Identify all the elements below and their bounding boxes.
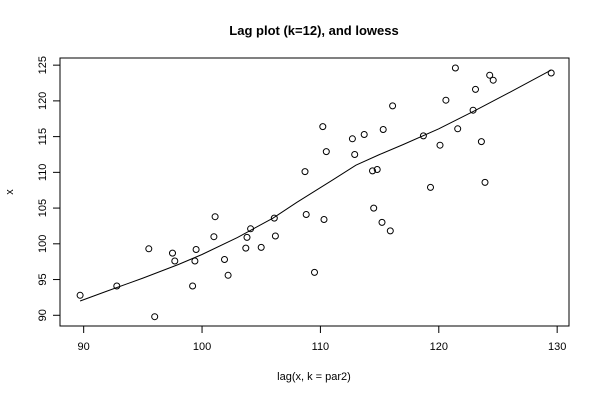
data-point [427,183,434,191]
data-point [210,233,218,241]
data-point [489,76,497,84]
data-point [211,213,219,221]
x-tick-label: 90 [78,341,90,353]
y-tick-label: 95 [37,273,49,285]
data-point [360,131,368,138]
data-point [472,85,479,93]
y-axis: 90 95 100 105 110 115 120 125 [37,56,60,321]
data-point [169,249,176,257]
data-point [322,148,330,156]
data-point [373,166,381,173]
x-tick-label: 130 [548,341,566,353]
data-point [378,218,386,226]
data-point [389,102,397,110]
data-point [171,257,179,265]
data-point [442,96,450,104]
data-point [486,71,494,79]
data-point [247,225,255,233]
data-point [419,132,427,140]
y-tick-label: 120 [37,92,49,110]
x-tick-label: 120 [430,341,448,353]
data-point [351,151,359,158]
lowess-line [79,69,552,302]
y-tick-label: 110 [37,164,49,182]
data-point [379,126,387,133]
data-point [192,246,200,253]
data-point [76,291,84,299]
data-point [320,216,328,223]
data-point [454,125,462,133]
data-point [436,141,444,149]
data-point [191,257,199,265]
data-point [469,106,477,114]
data-point [224,271,232,279]
data-point [386,227,394,235]
data-point [301,168,309,176]
data-point [302,211,310,218]
y-tick-label: 105 [37,199,49,217]
data-point [145,245,153,253]
chart-title: Lag plot (k=12), and lowess [229,23,398,38]
data-point [370,204,378,212]
x-tick-label: 100 [193,341,211,353]
y-tick-label: 115 [37,128,49,146]
y-tick-label: 90 [37,309,49,321]
plot-frame [59,57,570,327]
y-tick-label: 100 [37,235,49,253]
data-point [189,282,197,290]
data-point [547,69,555,77]
y-axis-title: x [4,189,16,195]
data-point [242,244,250,252]
data-point [270,214,278,222]
data-point [369,167,376,175]
data-point [348,135,356,143]
y-tick-label: 125 [37,56,49,74]
data-point [477,138,485,146]
plot-area [76,64,555,321]
x-axis: 90 100 110 120 130 [78,326,566,353]
data-point [221,256,228,263]
data-point [319,123,327,131]
data-point [113,282,121,290]
data-point [451,64,459,72]
data-point [311,268,318,276]
data-point [243,233,251,241]
x-axis-title: lag(x, k = par2) [277,371,351,383]
data-point [151,313,159,321]
data-point [257,243,265,251]
x-tick-label: 110 [312,341,330,353]
data-point [271,232,279,240]
data-point [481,178,489,186]
